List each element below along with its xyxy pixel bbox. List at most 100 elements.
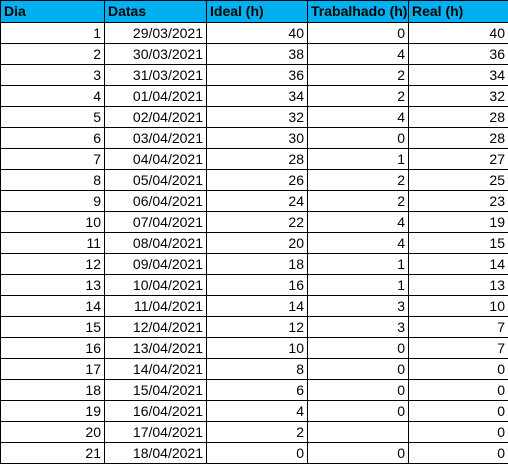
- cell-real[interactable]: 13: [409, 275, 508, 296]
- cell-real[interactable]: 7: [409, 317, 508, 338]
- cell-ideal[interactable]: 8: [207, 359, 308, 380]
- cell-ideal[interactable]: 40: [207, 23, 308, 44]
- column-header-datas[interactable]: Datas: [105, 1, 207, 23]
- cell-dia[interactable]: 21: [1, 443, 105, 464]
- cell-trabalhado[interactable]: 3: [308, 296, 409, 317]
- cell-dia[interactable]: 6: [1, 128, 105, 149]
- cell-trabalhado[interactable]: 2: [308, 65, 409, 86]
- cell-dia[interactable]: 13: [1, 275, 105, 296]
- cell-ideal[interactable]: 2: [207, 422, 308, 443]
- cell-real[interactable]: 15: [409, 233, 508, 254]
- cell-trabalhado[interactable]: 1: [308, 254, 409, 275]
- cell-trabalhado[interactable]: 4: [308, 233, 409, 254]
- cell-data[interactable]: 08/04/2021: [105, 233, 207, 254]
- cell-real[interactable]: 23: [409, 191, 508, 212]
- cell-real[interactable]: 0: [409, 401, 508, 422]
- cell-dia[interactable]: 1: [1, 23, 105, 44]
- column-header-real[interactable]: Real (h): [409, 1, 508, 23]
- cell-ideal[interactable]: 34: [207, 86, 308, 107]
- cell-ideal[interactable]: 32: [207, 107, 308, 128]
- cell-real[interactable]: 0: [409, 443, 508, 464]
- cell-data[interactable]: 31/03/2021: [105, 65, 207, 86]
- cell-data[interactable]: 04/04/2021: [105, 149, 207, 170]
- cell-data[interactable]: 14/04/2021: [105, 359, 207, 380]
- cell-dia[interactable]: 10: [1, 212, 105, 233]
- cell-ideal[interactable]: 38: [207, 44, 308, 65]
- cell-trabalhado[interactable]: 0: [308, 23, 409, 44]
- cell-dia[interactable]: 18: [1, 380, 105, 401]
- cell-real[interactable]: 34: [409, 65, 508, 86]
- cell-ideal[interactable]: 4: [207, 401, 308, 422]
- cell-ideal[interactable]: 16: [207, 275, 308, 296]
- cell-dia[interactable]: 3: [1, 65, 105, 86]
- cell-ideal[interactable]: 10: [207, 338, 308, 359]
- cell-trabalhado[interactable]: [308, 422, 409, 443]
- cell-data[interactable]: 13/04/2021: [105, 338, 207, 359]
- cell-trabalhado[interactable]: 0: [308, 380, 409, 401]
- cell-real[interactable]: 19: [409, 212, 508, 233]
- cell-real[interactable]: 14: [409, 254, 508, 275]
- cell-ideal[interactable]: 6: [207, 380, 308, 401]
- cell-real[interactable]: 27: [409, 149, 508, 170]
- cell-data[interactable]: 18/04/2021: [105, 443, 207, 464]
- cell-real[interactable]: 7: [409, 338, 508, 359]
- cell-data[interactable]: 10/04/2021: [105, 275, 207, 296]
- cell-dia[interactable]: 2: [1, 44, 105, 65]
- column-header-dia[interactable]: Dia: [1, 1, 105, 23]
- cell-data[interactable]: 02/04/2021: [105, 107, 207, 128]
- cell-ideal[interactable]: 26: [207, 170, 308, 191]
- cell-data[interactable]: 06/04/2021: [105, 191, 207, 212]
- cell-trabalhado[interactable]: 1: [308, 275, 409, 296]
- cell-trabalhado[interactable]: 0: [308, 128, 409, 149]
- cell-data[interactable]: 09/04/2021: [105, 254, 207, 275]
- cell-data[interactable]: 03/04/2021: [105, 128, 207, 149]
- cell-dia[interactable]: 8: [1, 170, 105, 191]
- cell-trabalhado[interactable]: 4: [308, 212, 409, 233]
- cell-dia[interactable]: 4: [1, 86, 105, 107]
- cell-dia[interactable]: 15: [1, 317, 105, 338]
- cell-real[interactable]: 0: [409, 380, 508, 401]
- cell-trabalhado[interactable]: 0: [308, 401, 409, 422]
- cell-ideal[interactable]: 12: [207, 317, 308, 338]
- cell-trabalhado[interactable]: 2: [308, 170, 409, 191]
- cell-ideal[interactable]: 30: [207, 128, 308, 149]
- cell-trabalhado[interactable]: 0: [308, 359, 409, 380]
- column-header-ideal[interactable]: Ideal (h): [207, 1, 308, 23]
- cell-real[interactable]: 25: [409, 170, 508, 191]
- cell-real[interactable]: 0: [409, 422, 508, 443]
- cell-real[interactable]: 32: [409, 86, 508, 107]
- cell-dia[interactable]: 7: [1, 149, 105, 170]
- cell-trabalhado[interactable]: 0: [308, 443, 409, 464]
- column-header-trabalhado[interactable]: Trabalhado (h): [308, 1, 409, 23]
- cell-ideal[interactable]: 18: [207, 254, 308, 275]
- cell-trabalhado[interactable]: 2: [308, 191, 409, 212]
- cell-ideal[interactable]: 0: [207, 443, 308, 464]
- cell-data[interactable]: 16/04/2021: [105, 401, 207, 422]
- cell-trabalhado[interactable]: 2: [308, 86, 409, 107]
- cell-data[interactable]: 05/04/2021: [105, 170, 207, 191]
- cell-trabalhado[interactable]: 0: [308, 338, 409, 359]
- cell-dia[interactable]: 16: [1, 338, 105, 359]
- cell-ideal[interactable]: 24: [207, 191, 308, 212]
- cell-real[interactable]: 10: [409, 296, 508, 317]
- cell-data[interactable]: 11/04/2021: [105, 296, 207, 317]
- cell-ideal[interactable]: 28: [207, 149, 308, 170]
- cell-trabalhado[interactable]: 4: [308, 107, 409, 128]
- cell-dia[interactable]: 17: [1, 359, 105, 380]
- cell-data[interactable]: 01/04/2021: [105, 86, 207, 107]
- cell-dia[interactable]: 11: [1, 233, 105, 254]
- cell-real[interactable]: 36: [409, 44, 508, 65]
- cell-dia[interactable]: 9: [1, 191, 105, 212]
- cell-dia[interactable]: 5: [1, 107, 105, 128]
- cell-data[interactable]: 30/03/2021: [105, 44, 207, 65]
- cell-ideal[interactable]: 36: [207, 65, 308, 86]
- cell-data[interactable]: 17/04/2021: [105, 422, 207, 443]
- cell-data[interactable]: 07/04/2021: [105, 212, 207, 233]
- cell-ideal[interactable]: 20: [207, 233, 308, 254]
- cell-dia[interactable]: 14: [1, 296, 105, 317]
- cell-real[interactable]: 0: [409, 359, 508, 380]
- cell-ideal[interactable]: 22: [207, 212, 308, 233]
- cell-real[interactable]: 40: [409, 23, 508, 44]
- cell-trabalhado[interactable]: 4: [308, 44, 409, 65]
- cell-trabalhado[interactable]: 1: [308, 149, 409, 170]
